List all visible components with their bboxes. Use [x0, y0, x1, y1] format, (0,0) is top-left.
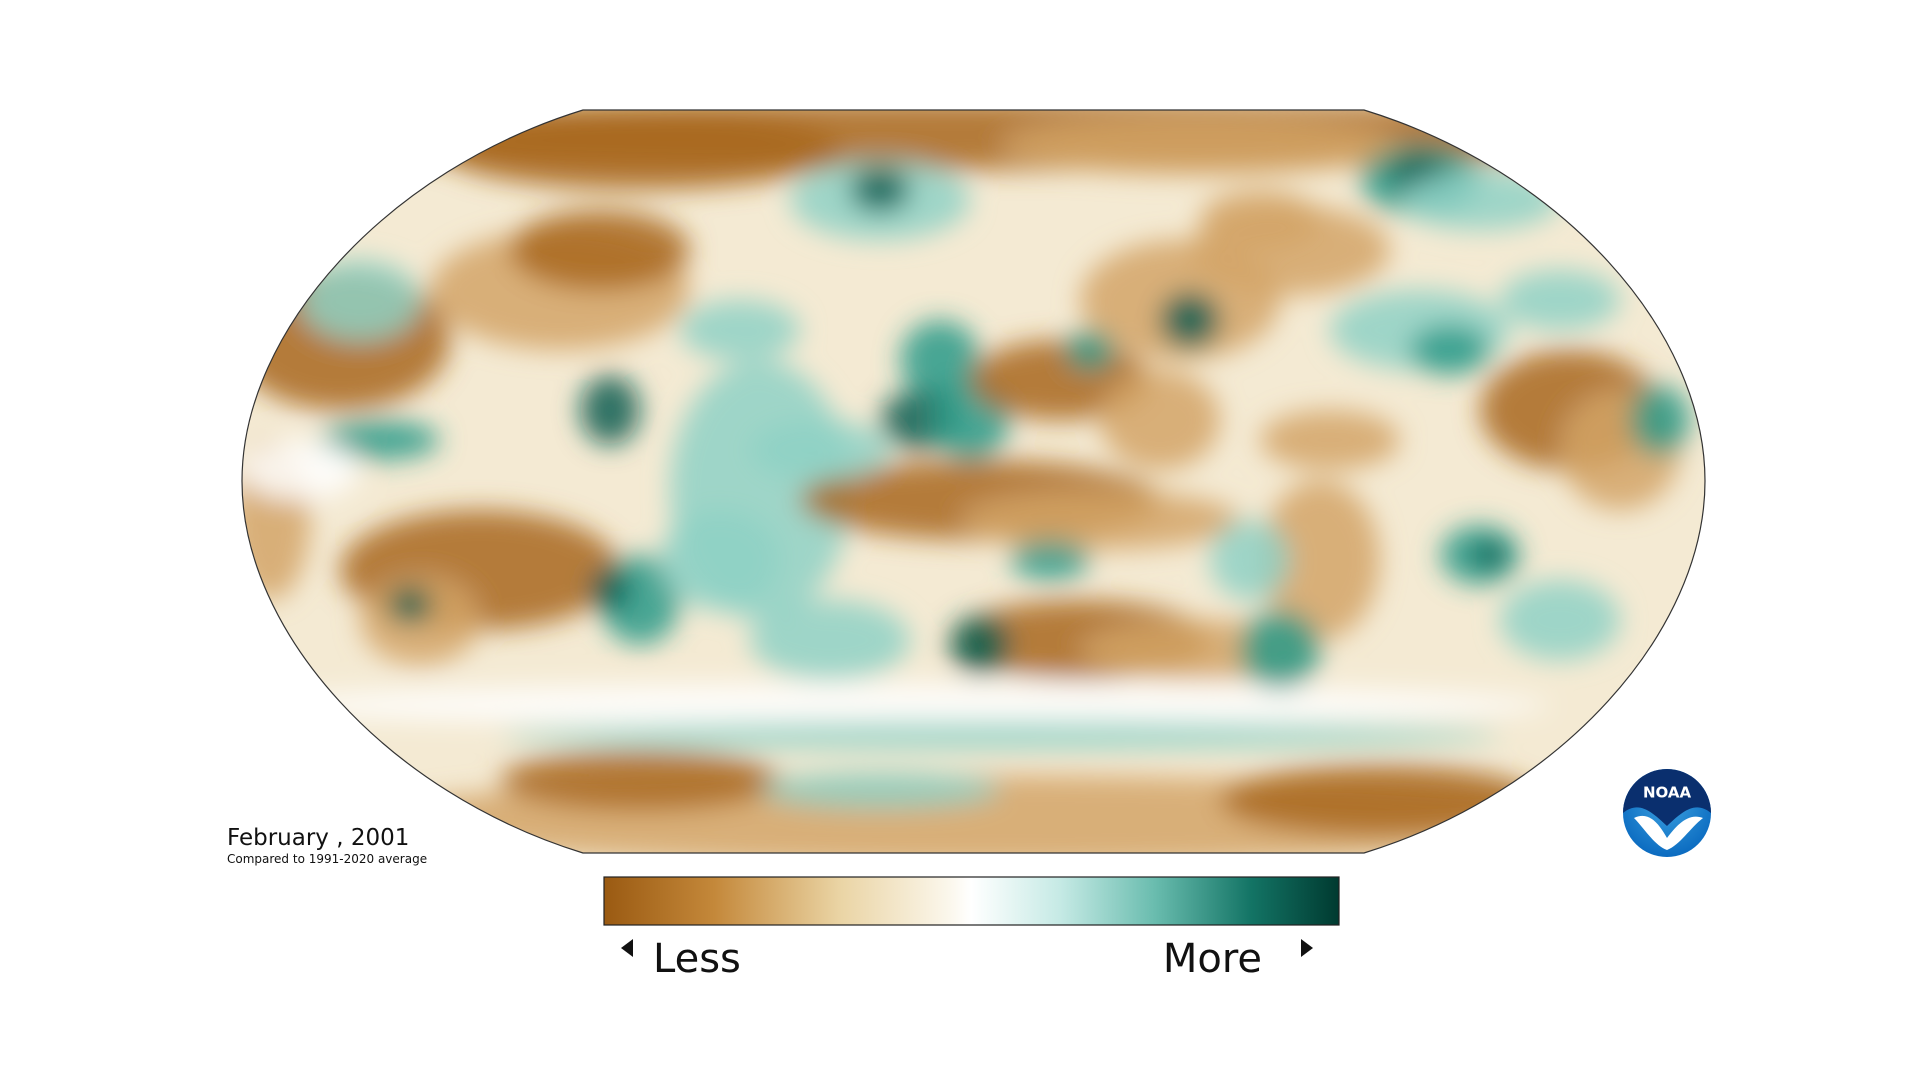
anomaly-patch — [1630, 385, 1690, 455]
anomaly-patch — [680, 300, 800, 360]
anomaly-patch — [750, 600, 910, 680]
anomaly-patch — [500, 721, 1500, 749]
anomaly-patch — [1210, 520, 1290, 600]
anomaly-patch — [1500, 580, 1620, 660]
anomaly-patch — [440, 110, 840, 190]
anomaly-patch — [1410, 325, 1490, 375]
anomaly-patch — [850, 168, 910, 212]
anomaly-patch — [750, 420, 890, 480]
map-subtitle: Compared to 1991-2020 average — [227, 852, 427, 866]
anomaly-patch — [510, 210, 690, 290]
anomaly-patch — [1066, 330, 1114, 370]
anomaly-patch — [242, 440, 360, 500]
anomaly-patch — [950, 615, 1010, 675]
noaa-logo: NOAA — [1623, 769, 1711, 857]
anomaly-patch — [960, 490, 1240, 550]
logo-text: NOAA — [1643, 784, 1692, 802]
map-title: February , 2001 — [227, 825, 409, 851]
anomaly-field — [242, 110, 1705, 853]
anomaly-patch — [1472, 541, 1508, 569]
anomaly-patch — [250, 683, 1550, 727]
anomaly-patch — [1500, 270, 1620, 330]
anomaly-patch — [1220, 765, 1540, 835]
anomaly-patch — [1000, 115, 1400, 175]
anomaly-patch — [1400, 170, 1560, 230]
map-outline — [241, 109, 1706, 854]
legend-high-label: More — [1163, 936, 1262, 982]
anomaly-patch — [300, 260, 420, 340]
anomaly-patch — [1010, 540, 1090, 580]
anomaly-patch — [388, 587, 432, 623]
anomaly-patch — [1100, 370, 1220, 470]
anomaly-patch — [1260, 480, 1380, 640]
anomaly-patch — [1200, 190, 1320, 250]
anomaly-patch — [760, 772, 1000, 808]
legend-low-label: Less — [653, 936, 741, 982]
anomaly-patch — [1260, 410, 1400, 470]
anomaly-patch — [500, 750, 780, 810]
anomaly-patch — [1160, 292, 1220, 348]
anomaly-patch — [590, 568, 630, 612]
anomaly-patch — [900, 320, 980, 400]
anomaly-patch — [1240, 610, 1320, 690]
less-arrow — [621, 939, 633, 957]
anomaly-patch — [660, 510, 780, 610]
color-bar — [603, 876, 1340, 926]
anomaly-patch — [580, 375, 640, 445]
more-arrow — [1301, 939, 1313, 957]
anomaly-patch — [320, 420, 440, 460]
